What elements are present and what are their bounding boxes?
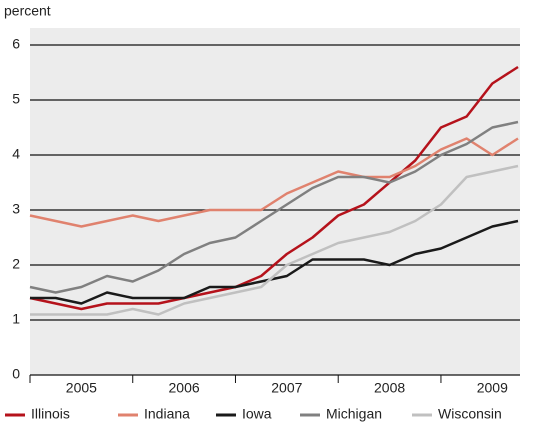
legend-label: Wisconsin [438,406,502,422]
x-tick-label: 2006 [169,380,200,396]
y-tick-label: 4 [12,146,20,162]
y-tick-label: 1 [12,311,20,327]
y-tick-label: 6 [12,36,20,52]
series-line [30,164,519,316]
series-line [29,120,519,294]
x-tick-label: 2008 [374,380,405,396]
x-tick-label: 2007 [271,380,302,396]
series-line [29,137,519,228]
y-tick-label: 3 [12,201,20,217]
y-tick-label: 0 [12,366,20,382]
y-tick-label: 2 [12,256,20,272]
x-tick-label: 2005 [66,380,97,396]
y-tick-label: 5 [12,91,20,107]
y-axis-label: percent [4,3,51,19]
legend-label: Iowa [242,406,272,422]
series-line [29,65,519,311]
legend-label: Indiana [144,406,190,422]
legend-label: Michigan [326,406,382,422]
legend-label: Illinois [31,406,70,422]
x-tick-label: 2009 [477,380,508,396]
series-line [30,219,519,305]
